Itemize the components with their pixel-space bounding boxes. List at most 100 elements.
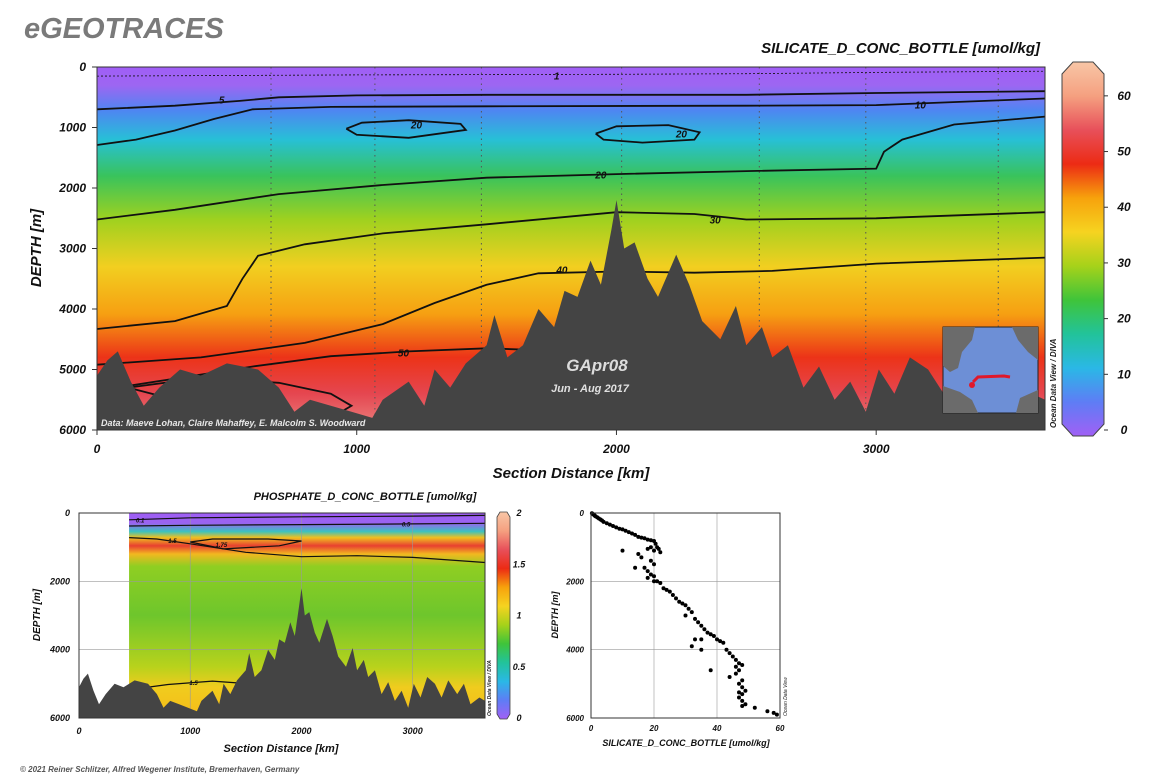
contour-label: 30 [710,215,722,226]
profile-point [636,534,641,539]
x-tick-label: 2000 [602,442,630,456]
profile-point [711,634,716,638]
inset-map [942,326,1039,414]
colorbar-tick-label: 0.5 [513,662,527,672]
contour-label: 10 [915,101,927,112]
main-ylabel: DEPTH [m] [28,208,45,287]
profile-point [611,524,615,528]
y-tick-label: 2000 [58,181,86,195]
profile-side-label: Ocean Data View [783,677,789,716]
y-tick-label: 2000 [49,576,70,586]
profile-point [740,704,745,708]
y-tick-label: 4000 [565,646,584,655]
profile-point [689,644,694,649]
profile-point [686,606,691,611]
profile-point [699,637,704,642]
profile-xlabel: SILICATE_D_CONC_BOTTLE [umol/kg] [602,738,770,748]
profile-point [604,521,609,526]
profile-point [648,538,653,543]
contour-label: 20 [594,171,607,182]
phosphate-contours: 0.1 0.5 1.5 1.75 1.5 [129,514,485,690]
data-credit: Data: Maeve Lohan, Claire Mahaffey, E. M… [101,418,366,428]
profile-point [614,525,619,530]
y-tick-label: 0 [79,60,86,74]
profile-point [664,587,669,592]
contour-label: 1.5 [189,681,198,687]
profile-point [752,705,757,710]
inset-track [971,374,1011,384]
phosphate-title: PHOSPHATE_D_CONC_BOTTLE [umol/kg] [254,491,477,503]
profile-point [642,536,647,541]
contour-20 [345,119,468,139]
profile-point [733,664,738,669]
profile-point [737,661,741,666]
y-tick-label: 4000 [49,645,70,655]
y-tick-label: 0 [65,508,70,518]
profile-point [652,579,656,584]
colorbar-tick-label: 50 [1117,145,1131,159]
profile-point [740,663,745,667]
profile-point [699,623,704,628]
colorbar-tick-label: 40 [1116,200,1131,214]
cruise-label: GApr08 [566,356,628,375]
profile-point [718,639,723,644]
profile-ylabel: DEPTH [m] [550,590,560,638]
x-tick-label: 40 [712,724,722,733]
contour-20 [97,115,1045,221]
y-tick-label: 5000 [59,363,86,377]
y-tick-label: 4000 [58,302,86,316]
x-tick-label: 1000 [180,726,200,736]
contour-5 [97,90,1045,111]
profile-point [740,685,745,690]
brand-logo: eGEOTRACES [24,13,224,45]
profile-point [620,527,625,532]
colorbar-tick-label: 30 [1117,256,1131,270]
profile-point [771,710,776,715]
contour-1.5 [129,537,485,564]
copyright-text: © 2021 Reiner Schlitzer, Alfred Wegener … [20,765,300,774]
profile-point [626,530,631,535]
contour-1.5 [134,680,246,690]
contour-20 [595,124,702,144]
profile-point [705,630,710,635]
phosphate-colorbar: 0 0.5 1 1.5 2 Ocean Data View / DIVA [487,508,526,723]
profile-point [645,537,650,542]
phosphate-section-plot: PHOSPHATE_D_CONC_BOTTLE [umol/kg] 0.1 0.5… [32,491,526,755]
profile-points [589,511,779,717]
silicate-profile-plot: 0 20 40 60 0 2000 4000 6000 SILICATE_D_CONC_BO… [550,509,789,748]
profile-point [620,548,625,553]
x-tick-label: 0 [76,726,81,736]
profile-point [730,654,735,659]
profile-point [667,589,672,594]
profile-point [648,572,653,577]
contour-label: 0.5 [402,522,411,528]
profile-point [708,668,713,673]
contour-label: 1.5 [168,539,177,545]
colorbar-tick-label: 2 [515,508,521,518]
profile-point [648,545,653,550]
main-colorbar-label: Ocean Data View / DIVA [1049,338,1058,428]
profile-point [633,565,638,570]
contour-40 [97,256,1045,366]
profile-point [689,610,694,615]
main-title: SILICATE_D_CONC_BOTTLE [umol/kg] [761,40,1041,57]
profile-point [699,647,704,652]
profile-point [737,668,741,673]
colorbar-tick-label: 0 [516,713,521,723]
phosphate-colorbar-label: Ocean Data View / DIVA [487,660,493,716]
profile-point [658,581,663,585]
profile-point [652,574,656,579]
contour-1.75 [190,538,302,550]
phosphate-x-ticks: 0 1000 2000 3000 [76,726,422,736]
profile-point [653,541,658,546]
contour-label: 20 [675,130,688,141]
profile-point [648,558,653,563]
profile-point [740,678,745,683]
contour-label: 20 [410,120,423,131]
main-xlabel: Section Distance [km] [493,465,651,482]
profile-point [652,562,656,567]
colorbar-tick-label: 20 [1116,312,1131,326]
cruise-dates: Jun - Aug 2017 [551,383,630,395]
colorbar-tick-label: 10 [1117,367,1131,381]
